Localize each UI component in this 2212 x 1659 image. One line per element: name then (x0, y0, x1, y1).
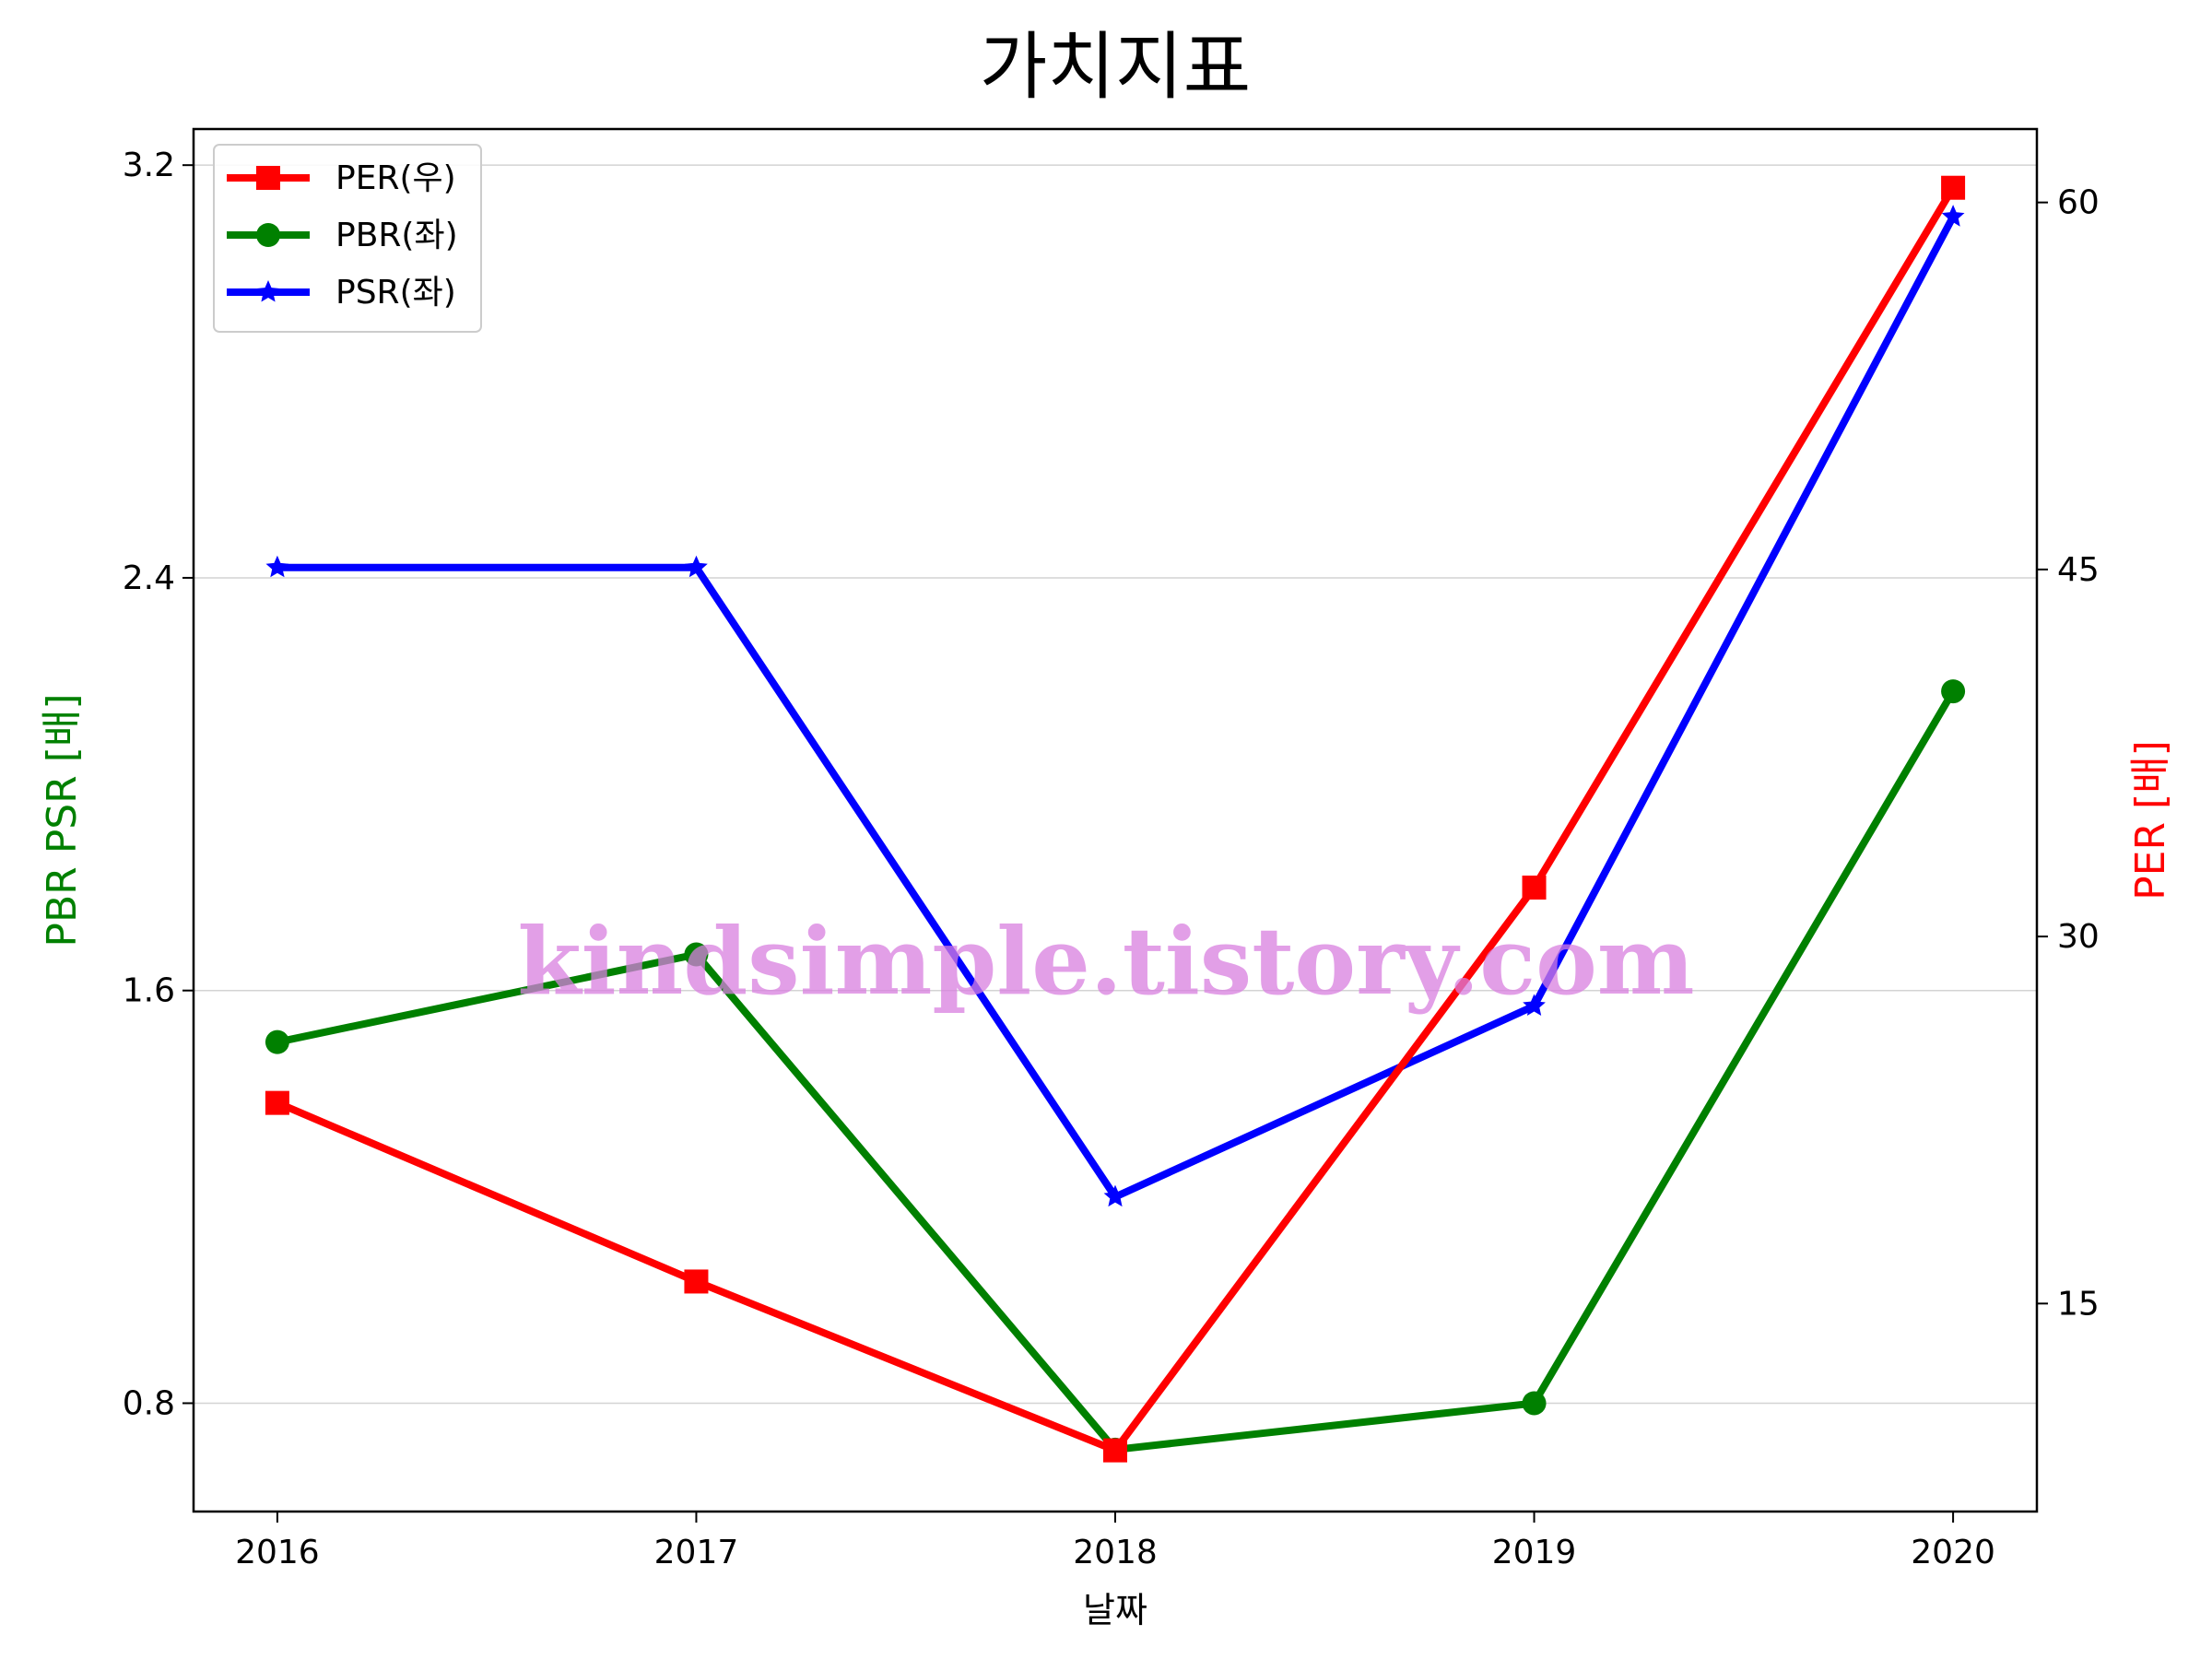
right-y-tick-label: 15 (2057, 1285, 2100, 1323)
data-point-per (265, 1090, 289, 1115)
left-y-axis-label: PBR PSR [배] (39, 693, 86, 947)
series-layer (265, 175, 1966, 1463)
left-y-tick-label: 3.2 (123, 147, 175, 184)
legend-box (213, 144, 482, 333)
x-tick-label: 2020 (1911, 1534, 1995, 1571)
right-y-tick-label: 45 (2057, 551, 2100, 589)
watermark-text: kindsimple.tistory.com (517, 907, 1694, 1016)
data-point-per (1103, 1438, 1127, 1463)
x-tick-label: 2017 (654, 1534, 739, 1571)
right-y-tick-label: 60 (2057, 184, 2100, 222)
legend-label-psr: PSR(좌) (335, 274, 456, 312)
right-y-axis-label: PER [배] (2127, 740, 2174, 900)
data-point-per (1941, 175, 1966, 200)
right-y-tick-label: 30 (2057, 918, 2100, 956)
left-y-tick-label: 1.6 (123, 972, 175, 1010)
data-point-psr (1941, 205, 1965, 227)
data-point-pbr (1941, 679, 1966, 704)
data-point-pbr (265, 1030, 289, 1054)
legend-label-per: PER(우) (335, 159, 456, 197)
legend-marker-pbr (256, 223, 280, 247)
x-axis: 2016 2017 2018 2019 2020 (235, 1512, 1995, 1571)
data-point-psr (1523, 994, 1546, 1016)
x-tick-label: 2018 (1073, 1534, 1158, 1571)
legend: PER(우) PBR(좌) PSR(좌) (213, 144, 482, 333)
data-point-per (684, 1269, 709, 1294)
legend-marker-per (256, 166, 280, 190)
series-per (265, 175, 1966, 1463)
chart-title: 가치지표 (980, 24, 1251, 110)
data-point-pbr (684, 942, 709, 967)
left-y-tick-label: 2.4 (123, 559, 175, 597)
data-point-pbr (1522, 1391, 1547, 1416)
x-axis-label: 날짜 (1083, 1590, 1147, 1630)
right-y-axis: 15 30 45 60 (2037, 184, 2100, 1323)
data-point-psr (1103, 1184, 1127, 1207)
x-tick-label: 2016 (235, 1534, 320, 1571)
data-point-psr (685, 555, 708, 578)
x-tick-label: 2019 (1492, 1534, 1577, 1571)
left-y-tick-label: 0.8 (123, 1384, 175, 1422)
data-point-per (1522, 876, 1547, 900)
legend-label-pbr: PBR(좌) (335, 217, 458, 254)
left-y-axis: 0.8 1.6 2.4 3.2 (123, 147, 194, 1422)
grid-lines (194, 164, 2037, 1405)
data-point-psr (265, 555, 289, 578)
legend-marker-psr (256, 280, 280, 302)
series-psr (265, 205, 1965, 1207)
